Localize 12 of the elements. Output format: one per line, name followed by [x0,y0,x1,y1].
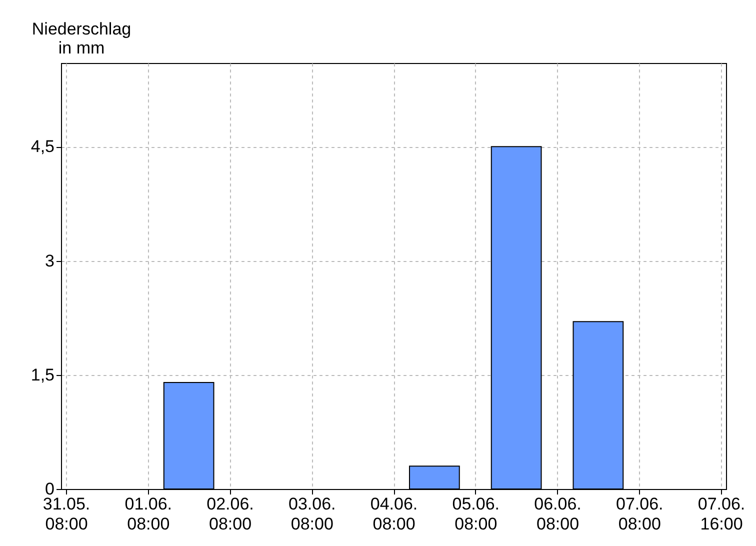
x-tick-label: 05.06. 08:00 [452,494,500,534]
x-tick-label: 06.06. 08:00 [534,494,582,534]
x-tick-label: 07.06. 16:00 [698,494,746,534]
y-tick-label: 1,5 [30,365,54,384]
x-tick-label: 01.06. 08:00 [124,494,172,534]
x-tick-label: 03.06. 08:00 [288,494,336,534]
y-tick-label: 4,5 [30,137,54,156]
y-axis-title: Niederschlag in mm [32,20,132,58]
x-tick-label: 07.06. 08:00 [616,494,664,534]
x-tick-label: 04.06. 08:00 [370,494,418,534]
y-tick-label: 3 [45,251,54,270]
x-tick-label: 02.06. 08:00 [206,494,254,534]
